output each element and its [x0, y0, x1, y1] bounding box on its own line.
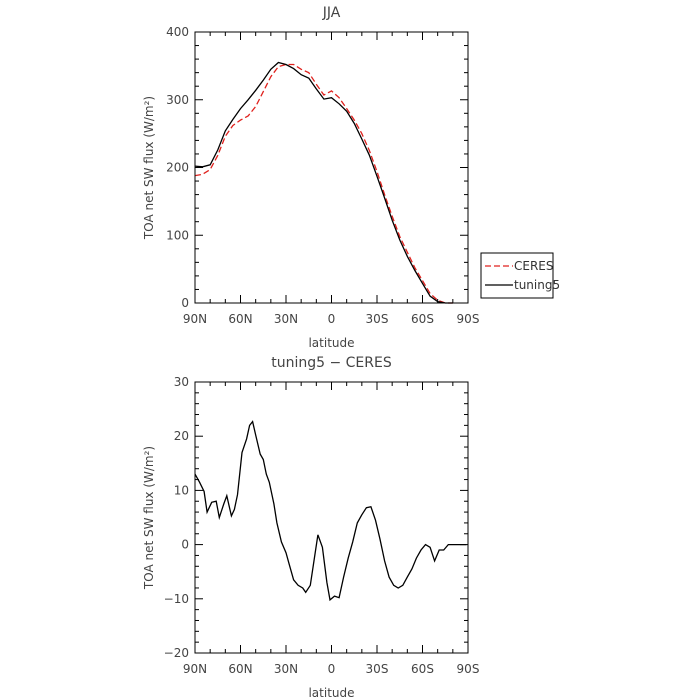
y-tick-label: 300 — [166, 93, 189, 107]
y-tick-label: 20 — [174, 429, 189, 443]
x-tick-labels: 90N 60N 30N 0 30S 60S 90S — [183, 662, 480, 676]
y-tick-label: 200 — [166, 161, 189, 175]
y-axis-label: TOA net SW flux (W/m²) — [142, 96, 156, 240]
series-line-series-0 — [194, 420, 467, 602]
chart-panel-difference: tuning5 − CERES 90N 60N 30N 0 30S 60S 90S −20−… — [142, 355, 479, 700]
y-tick-label: 0 — [181, 296, 189, 310]
legend: CERES tuning5 — [480, 252, 560, 299]
y-tick-label: −20 — [164, 646, 189, 660]
y-tick-labels: 0 100 200 300 400 — [166, 25, 189, 310]
x-tick-label: 30S — [366, 312, 389, 326]
x-tick-label: 90S — [457, 312, 480, 326]
tick-marks — [194, 381, 469, 654]
chart-panel-jja: JJA 90N 60N 30N 0 30S 60S 90S 0 100 200 300 400 la… — [142, 5, 479, 350]
chart-title: tuning5 − CERES — [271, 355, 392, 371]
x-axis-label: latitude — [308, 686, 354, 700]
legend-label-tuning5: tuning5 — [514, 278, 560, 292]
y-axis-label: TOA net SW flux (W/m²) — [142, 446, 156, 590]
x-axis-label: latitude — [308, 336, 354, 350]
y-tick-label: 10 — [174, 483, 189, 497]
y-tick-labels: −20 −10 0 10 20 30 — [164, 375, 189, 660]
legend-label-ceres: CERES — [514, 259, 554, 273]
y-tick-label: 0 — [181, 538, 189, 552]
y-tick-label: 400 — [166, 25, 189, 39]
series-line-ceres — [194, 63, 453, 304]
tick-marks — [194, 31, 469, 304]
plot-frame — [194, 381, 469, 654]
x-tick-label: 90S — [457, 662, 480, 676]
x-tick-label: 90N — [183, 662, 207, 676]
series-group — [194, 61, 453, 304]
x-tick-label: 0 — [328, 312, 336, 326]
x-tick-label: 30N — [274, 662, 298, 676]
x-tick-label: 60N — [228, 312, 252, 326]
y-tick-label: 30 — [174, 375, 189, 389]
series-group — [194, 420, 467, 602]
x-tick-label: 60S — [411, 312, 434, 326]
x-tick-label: 90N — [183, 312, 207, 326]
x-tick-label: 60S — [411, 662, 434, 676]
x-tick-label: 30S — [366, 662, 389, 676]
x-tick-labels: 90N 60N 30N 0 30S 60S 90S — [183, 312, 480, 326]
x-tick-label: 0 — [328, 662, 336, 676]
y-tick-label: −10 — [164, 592, 189, 606]
chart-title: JJA — [322, 5, 341, 21]
x-tick-label: 30N — [274, 312, 298, 326]
series-line-tuning5 — [194, 61, 453, 304]
x-tick-label: 60N — [228, 662, 252, 676]
y-tick-label: 100 — [166, 228, 189, 242]
legend-box — [480, 252, 554, 299]
plot-frame — [194, 31, 469, 304]
